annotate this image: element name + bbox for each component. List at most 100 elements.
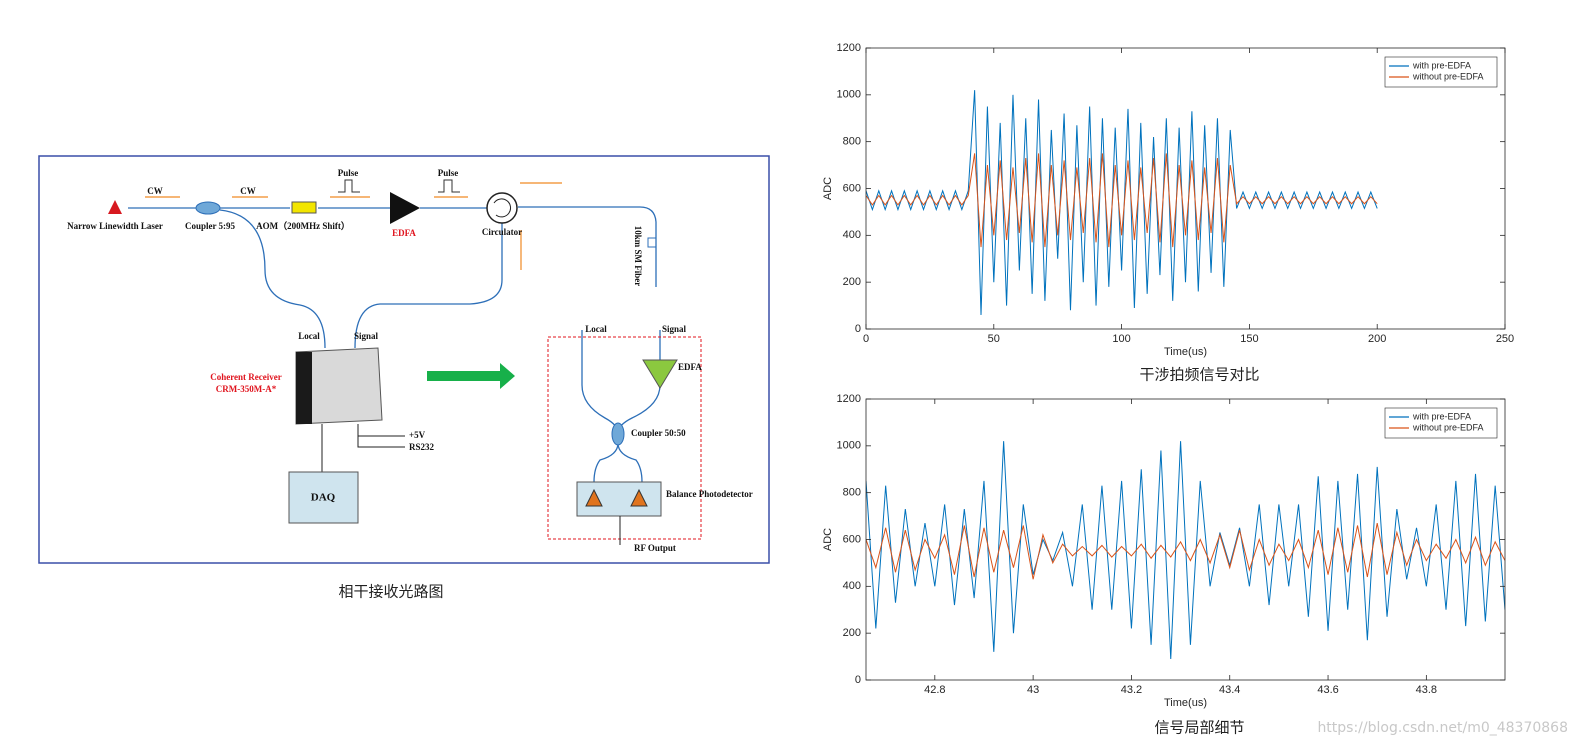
- pulse-shape: [338, 179, 460, 193]
- daq-box: [288, 471, 359, 524]
- x-tick-label: 100: [1112, 333, 1130, 345]
- x-tick-label: 250: [1496, 333, 1514, 345]
- circulator-arrow: [493, 198, 511, 218]
- wires: [321, 424, 405, 472]
- y-tick-label: 0: [855, 674, 861, 686]
- label: Local: [298, 331, 320, 341]
- chart-title: 干涉拍频信号对比: [1139, 366, 1259, 384]
- x-tick-label: 43.2: [1121, 684, 1142, 696]
- fiber: [581, 330, 661, 483]
- diagram-frame: [38, 155, 770, 564]
- label: EDFA: [392, 228, 416, 238]
- y-tick-label: 600: [843, 182, 861, 194]
- photodiode: [585, 488, 603, 507]
- receiver-side: [296, 352, 312, 424]
- y-tick-label: 600: [843, 533, 861, 545]
- label: 10km SM Fiber: [633, 226, 643, 287]
- label: CW: [240, 186, 256, 196]
- chart: 0 50 100 150 200 250 0 200 400 600 800 1000 1200 Time…: [822, 42, 1514, 384]
- x-tick-label: 200: [1368, 333, 1386, 345]
- legend-label: with pre-EDFA: [1412, 411, 1471, 421]
- y-tick-label: 200: [843, 627, 861, 639]
- x-axis-label: Time(us): [1164, 697, 1207, 709]
- data-line: [866, 90, 1378, 315]
- label: Pulse: [338, 168, 359, 178]
- y-tick-label: 200: [843, 276, 861, 288]
- chart-title: 信号局部细节: [1154, 719, 1244, 737]
- legend-box: [1384, 407, 1498, 439]
- label: CRM-350M-A*: [216, 384, 277, 394]
- x-tick-label: 0: [863, 333, 869, 345]
- y-tick-label: 1000: [837, 89, 861, 101]
- fiber: [219, 209, 326, 349]
- label: EDFA: [678, 362, 702, 372]
- fiber: [354, 222, 503, 349]
- y-tick-label: 800: [843, 136, 861, 148]
- y-tick-label: 800: [843, 487, 861, 499]
- x-axis-label: Time(us): [1164, 346, 1207, 358]
- data-line: [866, 153, 1378, 248]
- laser: [108, 200, 122, 214]
- label: AOM（200MHz Shift）: [256, 221, 350, 231]
- photodiode: [630, 488, 648, 507]
- x-tick-label: 43: [1027, 684, 1039, 696]
- detail-box: [547, 336, 702, 540]
- plot-area: [866, 48, 1505, 329]
- aom: [291, 201, 317, 214]
- label: Coupler 50:50: [631, 428, 686, 438]
- label: DAQ: [311, 492, 336, 504]
- diagram-caption: 相干接收光路图: [338, 583, 443, 601]
- label: Coupler 5:95: [185, 221, 236, 231]
- y-tick-label: 1200: [837, 42, 861, 54]
- arrows: [145, 182, 562, 270]
- label: Circulator: [482, 227, 522, 237]
- coupler: [195, 201, 221, 215]
- legend-label: without pre-EDFA: [1412, 422, 1484, 432]
- x-tick-label: 42.8: [924, 684, 945, 696]
- green-arrow: [427, 363, 515, 389]
- y-axis-label: ADC: [822, 528, 834, 551]
- label: Narrow Linewidth Laser: [67, 221, 163, 231]
- label: RF Output: [634, 543, 676, 553]
- x-tick-label: 50: [988, 333, 1000, 345]
- legend-box: [1384, 56, 1498, 88]
- fiber: [128, 206, 657, 287]
- plot: [866, 441, 1505, 659]
- edfa: [390, 192, 420, 224]
- legend-label: with pre-EDFA: [1412, 60, 1471, 70]
- legend-label: without pre-EDFA: [1412, 71, 1484, 81]
- label: Balance Photodetector: [666, 489, 753, 499]
- circulator: [486, 192, 518, 224]
- watermark: https://blog.csdn.net/m0_48370868: [1317, 720, 1568, 736]
- y-axis-label: ADC: [822, 177, 834, 200]
- label: +5V: [409, 430, 426, 440]
- data-line: [866, 441, 1505, 659]
- label: Signal: [662, 324, 687, 334]
- label: Pulse: [438, 168, 459, 178]
- x-tick-label: 43.6: [1317, 684, 1338, 696]
- y-tick-label: 0: [855, 323, 861, 335]
- y-tick-label: 400: [843, 580, 861, 592]
- label: Coherent Receiver: [210, 372, 282, 382]
- label: CW: [147, 186, 163, 196]
- x-tick-label: 43.8: [1416, 684, 1437, 696]
- y-tick-label: 1200: [837, 393, 861, 405]
- chart: 42.8 43 43.2 43.4 43.6 43.8 0 200 400 600 800 1000 1…: [822, 393, 1506, 737]
- diagram: CW CW Pulse Pulse Narrow Linewidth Laser…: [38, 155, 770, 601]
- plot: [866, 90, 1378, 315]
- label: RS232: [409, 442, 435, 452]
- coupler-2: [611, 422, 625, 446]
- y-tick-label: 400: [843, 229, 861, 241]
- x-tick-label: 43.4: [1219, 684, 1240, 696]
- label: Signal: [354, 331, 379, 341]
- data-line: [866, 523, 1505, 580]
- edfa-2: [642, 359, 678, 389]
- label: Local: [585, 324, 607, 334]
- y-tick-label: 1000: [837, 440, 861, 452]
- fiber-coil: [647, 237, 657, 248]
- x-tick-label: 150: [1240, 333, 1258, 345]
